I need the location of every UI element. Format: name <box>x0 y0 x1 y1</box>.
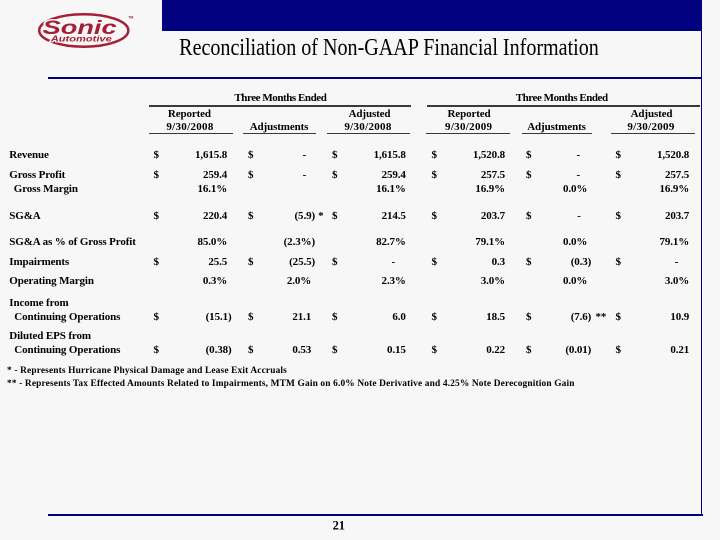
svg-text:Sonic: Sonic <box>43 17 117 39</box>
svg-text:TM: TM <box>128 15 133 19</box>
svg-text:Automotive: Automotive <box>49 35 112 44</box>
